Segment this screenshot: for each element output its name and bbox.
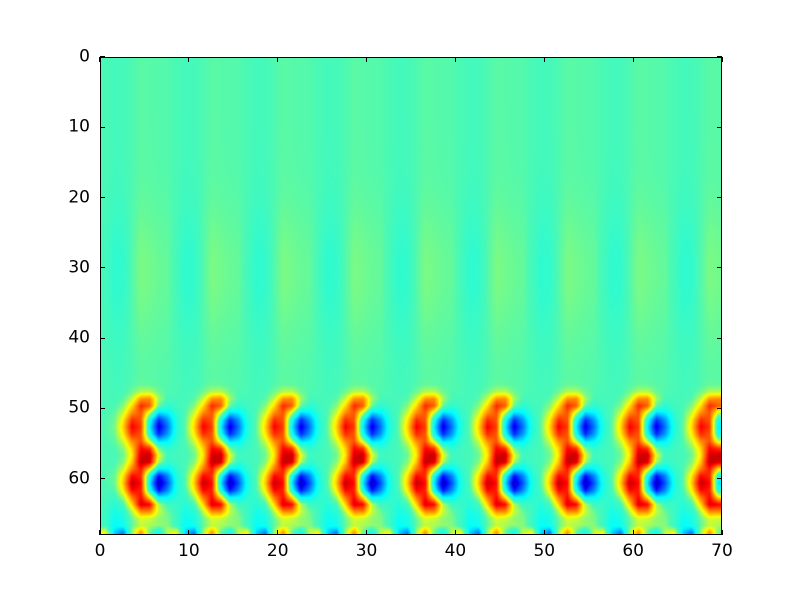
y-tick-mark-right (717, 407, 722, 410)
x-tick-label: 40 (444, 541, 467, 561)
y-tick-label: 50 (68, 397, 90, 418)
y-tick-mark (100, 267, 105, 269)
heatmap-image (101, 58, 721, 534)
x-tick-label: 70 (711, 541, 733, 561)
x-tick-label: 60 (622, 541, 644, 561)
x-tick-mark-top (365, 57, 368, 62)
x-tick-mark-top (188, 57, 190, 62)
y-tick-mark (100, 407, 105, 410)
y-tick-mark (100, 337, 105, 339)
x-tick-mark (99, 530, 101, 535)
y-tick-mark-right (717, 337, 722, 339)
y-tick-mark (100, 126, 105, 128)
y-tick-mark-right (717, 196, 722, 199)
x-tick-mark (543, 530, 545, 535)
y-tick-mark (100, 196, 105, 199)
x-tick-mark-top (277, 57, 279, 62)
y-tick-mark-right (717, 267, 722, 269)
x-tick-label: 30 (355, 541, 378, 561)
y-tick-label: 20 (68, 187, 90, 208)
x-tick-mark-top (454, 57, 457, 62)
x-tick-mark (721, 530, 723, 535)
y-tick-mark-right (717, 478, 722, 480)
y-tick-label: 0 (79, 46, 90, 67)
x-tick-mark (632, 530, 634, 535)
x-tick-label: 50 (533, 541, 556, 561)
x-tick-mark (277, 530, 279, 535)
x-tick-mark-top (721, 57, 723, 62)
y-tick-mark (100, 56, 105, 58)
x-tick-label: 0 (94, 541, 106, 561)
y-tick-mark (100, 478, 105, 480)
heatmap-axes[interactable] (100, 57, 722, 535)
x-tick-mark (365, 530, 368, 535)
y-tick-mark-right (717, 56, 722, 58)
x-tick-label: 10 (178, 541, 200, 561)
y-tick-label: 60 (68, 468, 90, 489)
x-tick-mark (454, 530, 457, 535)
y-tick-label: 30 (68, 257, 90, 278)
x-tick-label: 20 (266, 541, 289, 561)
x-tick-mark-top (99, 57, 101, 62)
y-tick-label: 40 (68, 327, 90, 348)
y-tick-label: 10 (68, 116, 90, 137)
x-tick-mark-top (632, 57, 634, 62)
y-tick-mark-right (717, 126, 722, 128)
x-tick-mark (188, 530, 190, 535)
x-tick-mark-top (543, 57, 545, 62)
